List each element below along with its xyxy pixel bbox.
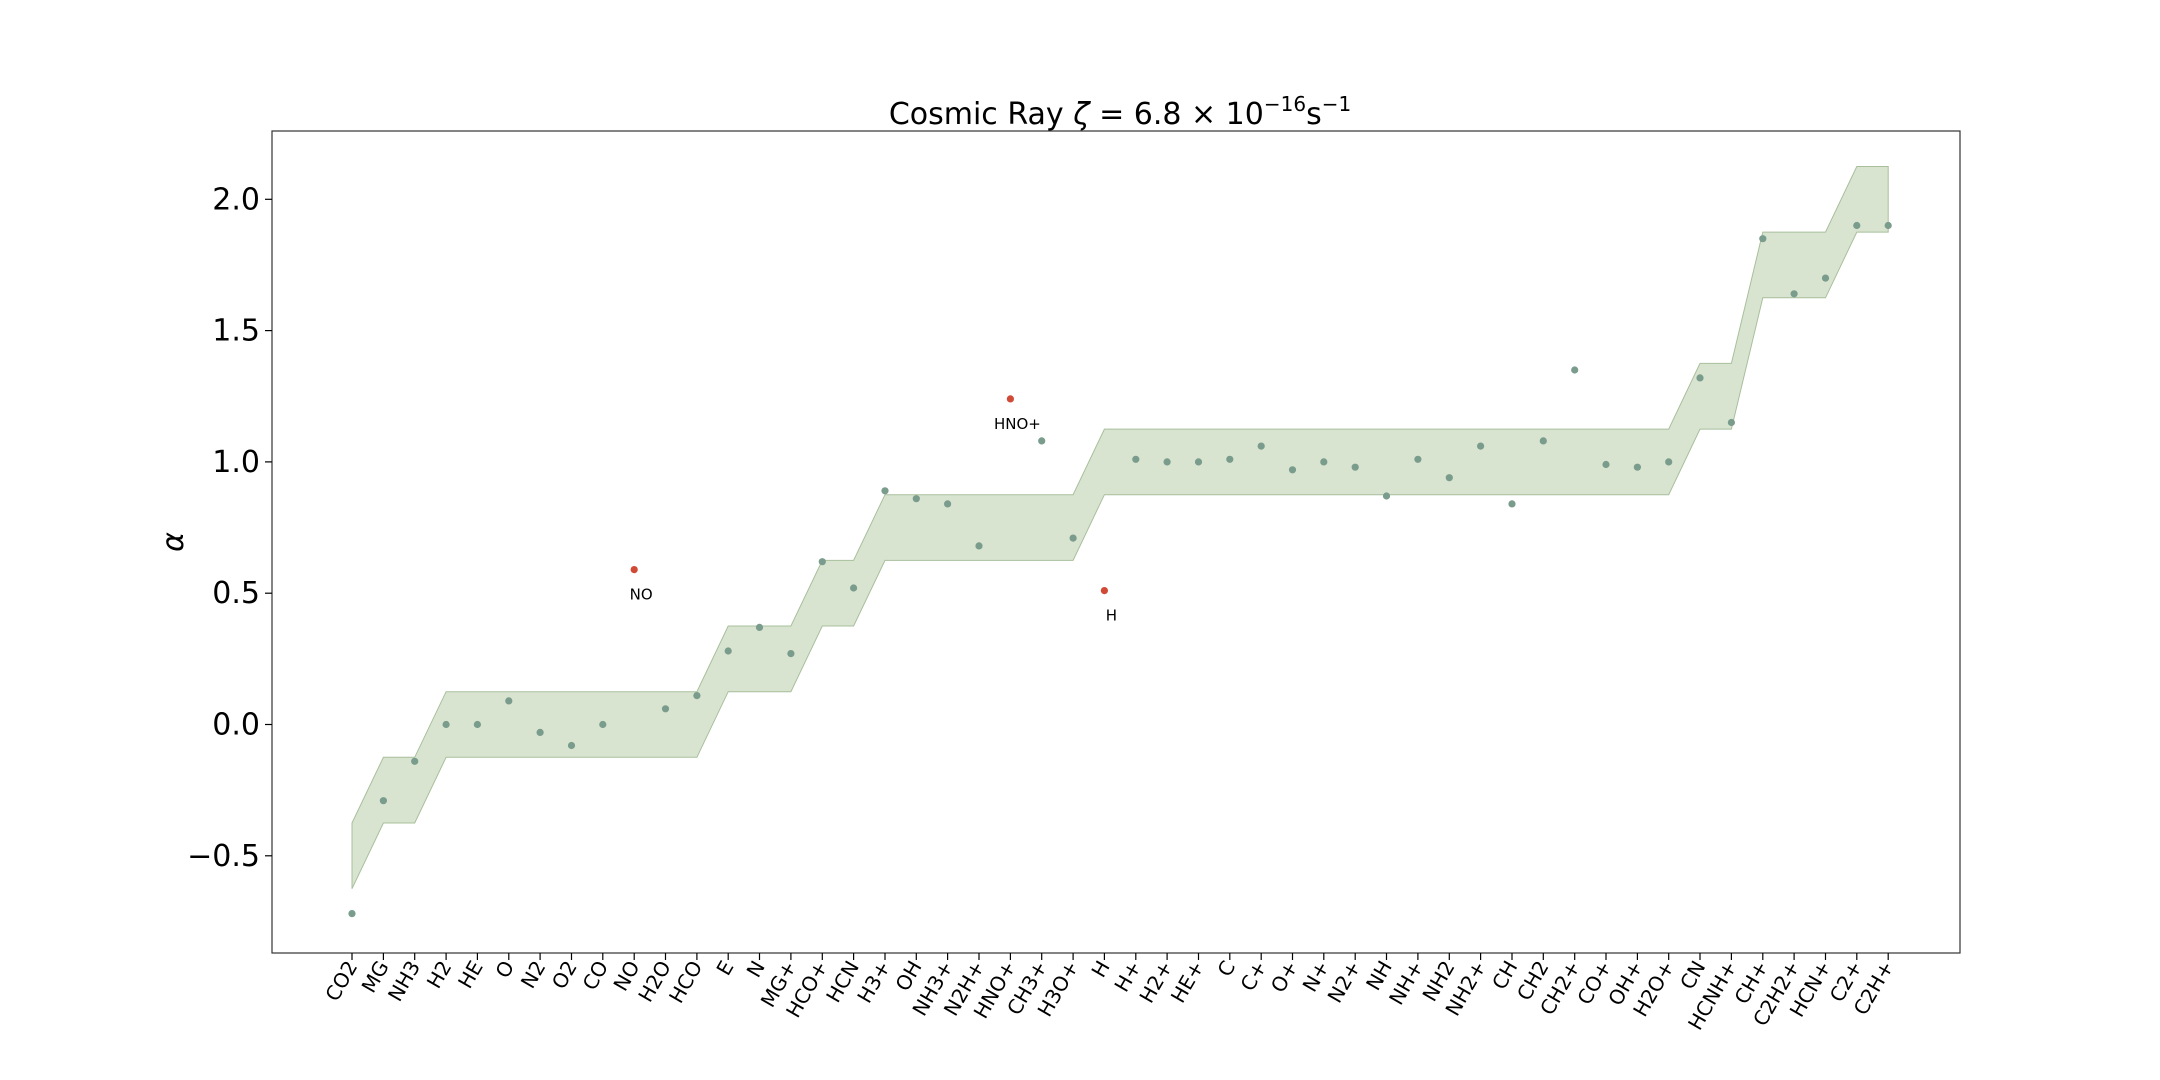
title-exponent: −16	[1264, 92, 1306, 116]
data-point-he	[473, 720, 481, 729]
x-tick-label-nh-plus: NH+	[1384, 957, 1428, 1010]
x-tick-label-co: CO	[577, 957, 613, 995]
data-point-hcnh-plus	[1727, 418, 1735, 427]
title-unit-exponent: −1	[1322, 92, 1351, 116]
data-point-n2-plus	[1351, 463, 1359, 471]
title-equals: = 6.8 × 10	[1090, 97, 1264, 132]
x-tick-label-o2: O2	[547, 957, 582, 994]
data-point-hcn	[850, 584, 858, 592]
data-point-mg-plus	[787, 650, 795, 658]
data-point-c2h-plus	[1884, 221, 1892, 230]
title-unit: s	[1306, 97, 1322, 132]
data-point-ch2-plus	[1571, 366, 1579, 374]
y-tick-label: 1.5	[212, 314, 260, 349]
data-point-ch	[1508, 500, 1516, 508]
x-tick-label-c: C	[1212, 957, 1240, 981]
y-tick-label: 0.0	[212, 708, 260, 743]
data-point-h2	[442, 720, 450, 729]
y-tick-label: 0.5	[212, 576, 260, 611]
data-point-hco-plus	[818, 558, 826, 566]
plot-frame	[271, 130, 1961, 954]
y-axis: −0.5 0.0 0.5 1.0 1.5 2.0	[187, 182, 272, 874]
data-point-h2o	[661, 705, 670, 713]
data-point-nh	[1382, 492, 1391, 500]
y-tick-label: 2.0	[212, 182, 260, 217]
data-point-h2o-plus	[1665, 458, 1673, 466]
data-point-e	[724, 647, 732, 655]
data-point-nh3-plus	[944, 500, 952, 508]
data-point-n2h-plus	[975, 542, 983, 550]
x-tick-label-e: E	[711, 957, 738, 980]
x-tick-label-h: H	[1086, 957, 1114, 982]
x-tick-label-hco: HCO	[664, 957, 707, 1008]
x-tick-label-he-plus: HE+	[1166, 957, 1209, 1007]
data-point-cn	[1696, 374, 1704, 382]
data-point-ch3-plus	[1038, 437, 1046, 445]
data-point-oh-plus	[1633, 463, 1641, 471]
data-point-n	[755, 623, 764, 632]
data-point-n2	[536, 728, 544, 737]
annotation-no: NO	[630, 586, 653, 604]
data-point-oh	[912, 495, 920, 503]
data-point-ch-plus	[1759, 235, 1767, 243]
data-point-nh-plus	[1414, 455, 1422, 463]
data-point-c	[1226, 455, 1234, 463]
y-axis-label: α	[156, 532, 191, 552]
data-point-h3o-plus	[1069, 534, 1077, 542]
title-prefix: Cosmic Ray	[889, 97, 1073, 132]
x-tick-label-h2: H2	[422, 957, 457, 993]
data-point-co	[599, 720, 607, 729]
chart-title: Cosmic Ray ζ = 6.8 × 10−16s−1	[889, 92, 1351, 132]
x-tick-label-nh3: NH3	[383, 957, 425, 1006]
x-tick-label-o-plus: O+	[1266, 957, 1303, 997]
data-point-nh2-plus	[1477, 442, 1485, 450]
data-point-o-plus	[1288, 466, 1297, 474]
x-tick-label-n: N	[742, 957, 770, 982]
data-point-no	[630, 566, 638, 574]
data-point-h	[1100, 587, 1108, 595]
x-tick-label-h3-plus: H3+	[852, 957, 895, 1008]
band-layer	[351, 166, 1889, 889]
data-point-c-plus	[1257, 442, 1265, 450]
data-point-c2-plus	[1853, 221, 1861, 230]
x-tick-label-c-plus: C+	[1235, 957, 1271, 996]
data-point-co-plus	[1602, 460, 1610, 469]
annotation-hno-plus: HNO+	[994, 415, 1041, 433]
x-tick-label-n2-plus: N2+	[1323, 957, 1366, 1007]
x-tick-label-h2-plus: H2+	[1134, 957, 1177, 1008]
data-point-co2	[348, 910, 356, 918]
data-point-h3-plus	[881, 487, 889, 495]
data-point-h2-plus	[1163, 458, 1171, 466]
data-point-hco	[693, 692, 701, 700]
data-point-o2	[567, 741, 576, 750]
data-point-mg	[379, 797, 387, 805]
uncertainty-band	[351, 166, 1889, 889]
data-point-o	[505, 697, 513, 705]
data-point-hcn-plus	[1821, 274, 1830, 282]
data-point-ch2	[1539, 437, 1547, 445]
x-tick-label-o: O	[490, 957, 519, 983]
annotation-layer: NO HNO+ H	[630, 415, 1117, 625]
points-layer	[348, 221, 1892, 918]
title-symbol: ζ	[1072, 97, 1091, 132]
data-point-hno-plus	[1006, 395, 1015, 403]
data-point-n-plus	[1320, 458, 1328, 466]
data-point-c2h2-plus	[1790, 290, 1798, 298]
x-tick-label-he: HE	[453, 957, 488, 993]
y-tick-label: −0.5	[187, 839, 260, 874]
x-tick-label-n2: N2	[516, 957, 551, 993]
data-point-h-plus	[1132, 455, 1140, 463]
data-point-nh3	[411, 757, 419, 765]
y-tick-label: 1.0	[212, 445, 260, 480]
data-point-he-plus	[1194, 458, 1203, 466]
data-point-nh2	[1445, 474, 1453, 482]
annotation-h: H	[1106, 607, 1117, 625]
x-tick-label-co2: CO2	[320, 957, 362, 1006]
